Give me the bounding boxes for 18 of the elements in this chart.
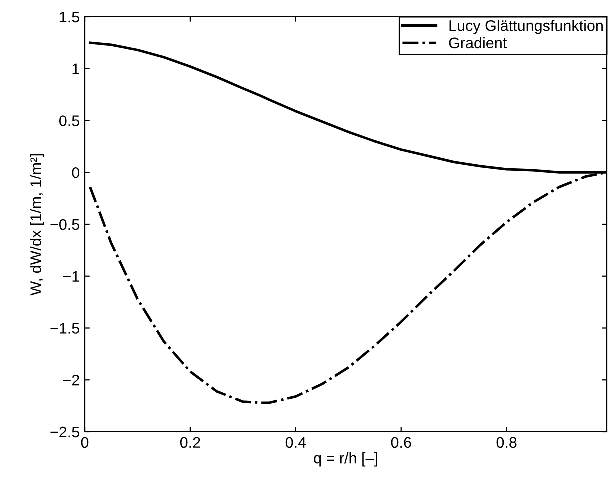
y-tick-label: −1: [63, 271, 80, 282]
x-tick-label: 0.6: [391, 437, 412, 448]
y-tick-label: 0: [72, 167, 80, 178]
y-tick-label: −2.5: [50, 426, 80, 438]
x-axis-title: q = r/h [–]: [314, 452, 378, 467]
y-tick-label: 1: [72, 64, 80, 74]
x-tick-label: 0: [81, 437, 89, 448]
x-tick-label: 0.8: [496, 437, 517, 448]
y-axis-title: W, dW/dx [1/m, 1/m²]: [30, 154, 44, 296]
y-tick-label: 1.5: [60, 12, 80, 23]
x-tick-label: 0.2: [180, 437, 200, 448]
y-tick-label: −1.5: [50, 323, 80, 334]
x-tick-label: 0.4: [286, 437, 306, 448]
y-tick-label: 0.5: [60, 116, 80, 126]
legend-label: Lucy Glättungsfunktion: [450, 20, 603, 34]
legend-label: Gradient: [449, 37, 508, 49]
y-tick-label: −2: [63, 374, 80, 386]
y-tick-label: −0.5: [50, 219, 80, 230]
